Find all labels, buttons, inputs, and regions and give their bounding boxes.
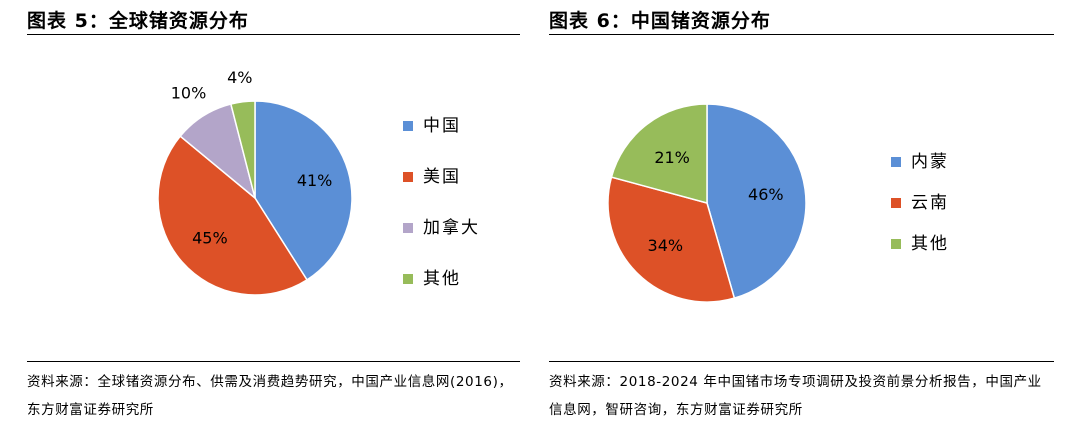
pie-slice-1 — [706, 103, 807, 300]
legend-label-4: 其他 — [423, 269, 461, 289]
legend-label-1: 中国 — [423, 116, 461, 136]
figure-5-title: 图表 5：全球锗资源分布 — [27, 10, 249, 32]
legend-swatch-2 — [891, 198, 901, 208]
legend-label-2: 云南 — [911, 193, 949, 213]
legend-swatch-2 — [403, 172, 413, 182]
figure-5-source: 资料来源：全球锗资源分布、供需及消费趋势研究，中国产业信息网(2016)，东方财… — [27, 374, 513, 418]
legend-swatch-1 — [891, 157, 901, 167]
figure-6-top-rule — [549, 34, 1054, 35]
legend-label-3: 其他 — [911, 234, 949, 254]
legend-swatch-4 — [403, 274, 413, 284]
pie-slice-label-3: 10% — [171, 84, 207, 103]
pie-slice-label-1: 46% — [748, 185, 784, 204]
legend-swatch-3 — [891, 239, 901, 249]
figure-5-panel: 图表 5：全球锗资源分布 41% 中国 45% 美国 10% 加拿大 4% 其他 资料来源：全… — [27, 0, 520, 436]
legend-swatch-3 — [403, 223, 413, 233]
pie-slice-label-2: 45% — [192, 228, 228, 247]
pie-slice-2 — [607, 176, 736, 303]
figure-6-panel: 图表 6：中国锗资源分布 46% 内蒙 34% 云南 21% 其他 资料来源：2018-2… — [549, 0, 1054, 436]
pie-slice-label-4: 4% — [227, 68, 252, 87]
figure-5-bottom-rule — [27, 361, 520, 362]
figure-6-bottom-rule — [549, 361, 1054, 362]
legend-label-1: 内蒙 — [911, 152, 949, 172]
pie-slice-label-3: 21% — [654, 148, 690, 167]
pie-slice-label-2: 34% — [648, 236, 684, 255]
figure-6-pie-chart: 46% 内蒙 34% 云南 21% 其他 — [607, 103, 949, 303]
pie-slice-2 — [157, 135, 309, 296]
figure-5-top-rule — [27, 34, 520, 35]
pie-slice-4 — [229, 100, 256, 199]
figure-6-title: 图表 6：中国锗资源分布 — [549, 10, 771, 32]
pie-slice-3 — [610, 103, 708, 204]
pie-slice-label-1: 41% — [297, 171, 333, 190]
figure-5-pie-chart: 41% 中国 45% 美国 10% 加拿大 4% 其他 — [157, 68, 480, 296]
legend-swatch-1 — [403, 121, 413, 131]
legend-label-3: 加拿大 — [423, 217, 480, 238]
figure-6-source: 资料来源：2018-2024 年中国锗市场专项调研及投资前景分析报告，中国产业信… — [549, 374, 1042, 418]
legend-label-2: 美国 — [423, 167, 461, 187]
